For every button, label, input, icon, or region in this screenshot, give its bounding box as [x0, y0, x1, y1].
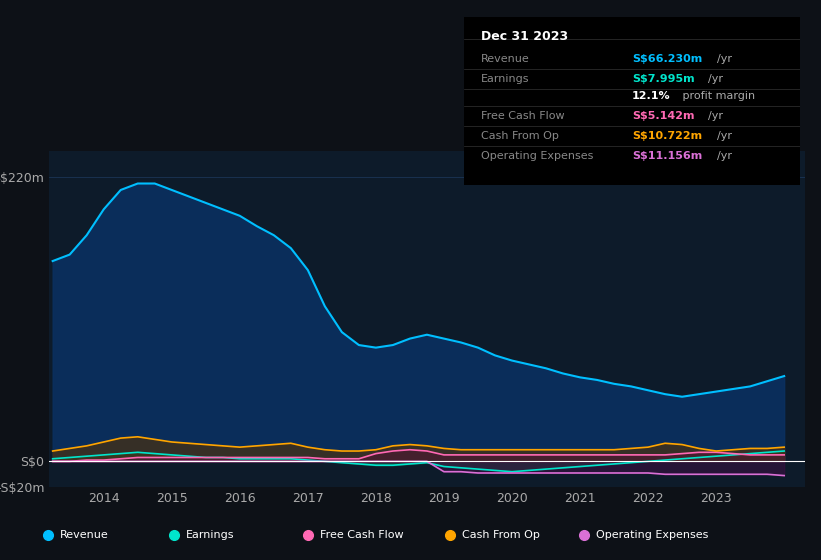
Bar — [750, 151, 805, 487]
Text: S$7.995m: S$7.995m — [632, 74, 695, 84]
Text: /yr: /yr — [717, 54, 732, 64]
Text: /yr: /yr — [717, 131, 732, 141]
Text: S$11.156m: S$11.156m — [632, 151, 703, 161]
Text: Free Cash Flow: Free Cash Flow — [320, 530, 403, 540]
Text: 12.1%: 12.1% — [632, 91, 671, 101]
Text: /yr: /yr — [708, 111, 722, 121]
Text: Cash From Op: Cash From Op — [461, 530, 539, 540]
Text: Operating Expenses: Operating Expenses — [481, 151, 593, 161]
Text: S$10.722m: S$10.722m — [632, 131, 702, 141]
Text: Dec 31 2023: Dec 31 2023 — [481, 30, 568, 43]
Text: /yr: /yr — [708, 74, 722, 84]
Text: Free Cash Flow: Free Cash Flow — [481, 111, 564, 121]
Text: profit margin: profit margin — [679, 91, 755, 101]
Text: Revenue: Revenue — [481, 54, 530, 64]
Text: Earnings: Earnings — [481, 74, 530, 84]
Text: Cash From Op: Cash From Op — [481, 131, 558, 141]
Text: Revenue: Revenue — [60, 530, 108, 540]
Text: Operating Expenses: Operating Expenses — [596, 530, 708, 540]
Text: Earnings: Earnings — [186, 530, 234, 540]
Text: /yr: /yr — [717, 151, 732, 161]
Text: S$5.142m: S$5.142m — [632, 111, 695, 121]
Text: S$66.230m: S$66.230m — [632, 54, 703, 64]
